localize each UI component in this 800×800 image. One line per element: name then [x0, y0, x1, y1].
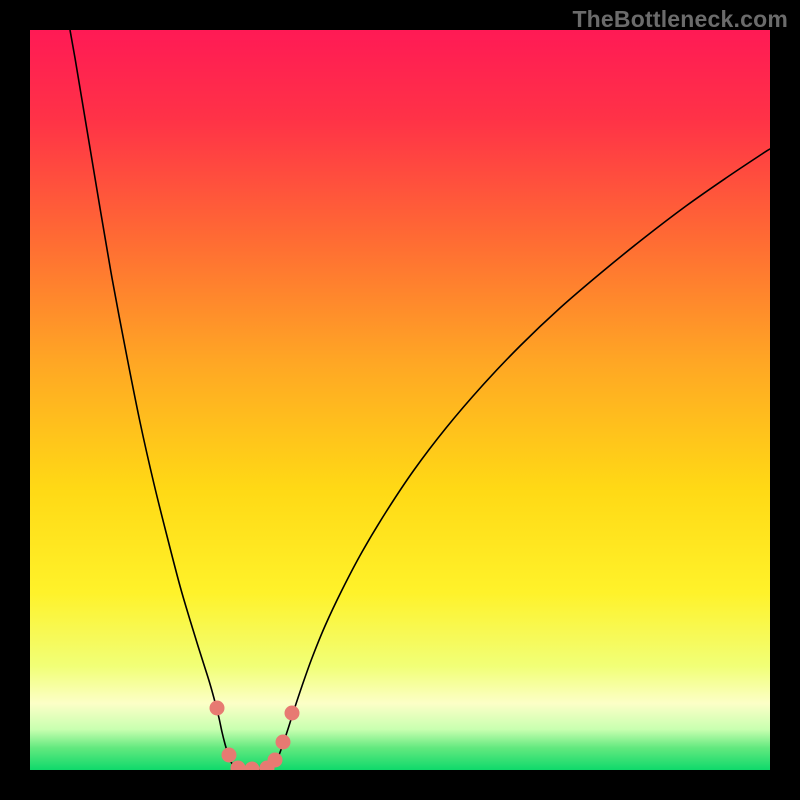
chart-svg	[30, 30, 770, 770]
curve-marker	[276, 735, 291, 750]
curve-marker	[268, 753, 283, 768]
curve-marker	[285, 706, 300, 721]
watermark-text: TheBottleneck.com	[572, 6, 788, 33]
plot-area	[30, 30, 770, 770]
curve-marker	[210, 701, 225, 716]
curve-marker	[222, 748, 237, 763]
chart-frame: TheBottleneck.com	[0, 0, 800, 800]
gradient-background	[30, 30, 770, 770]
